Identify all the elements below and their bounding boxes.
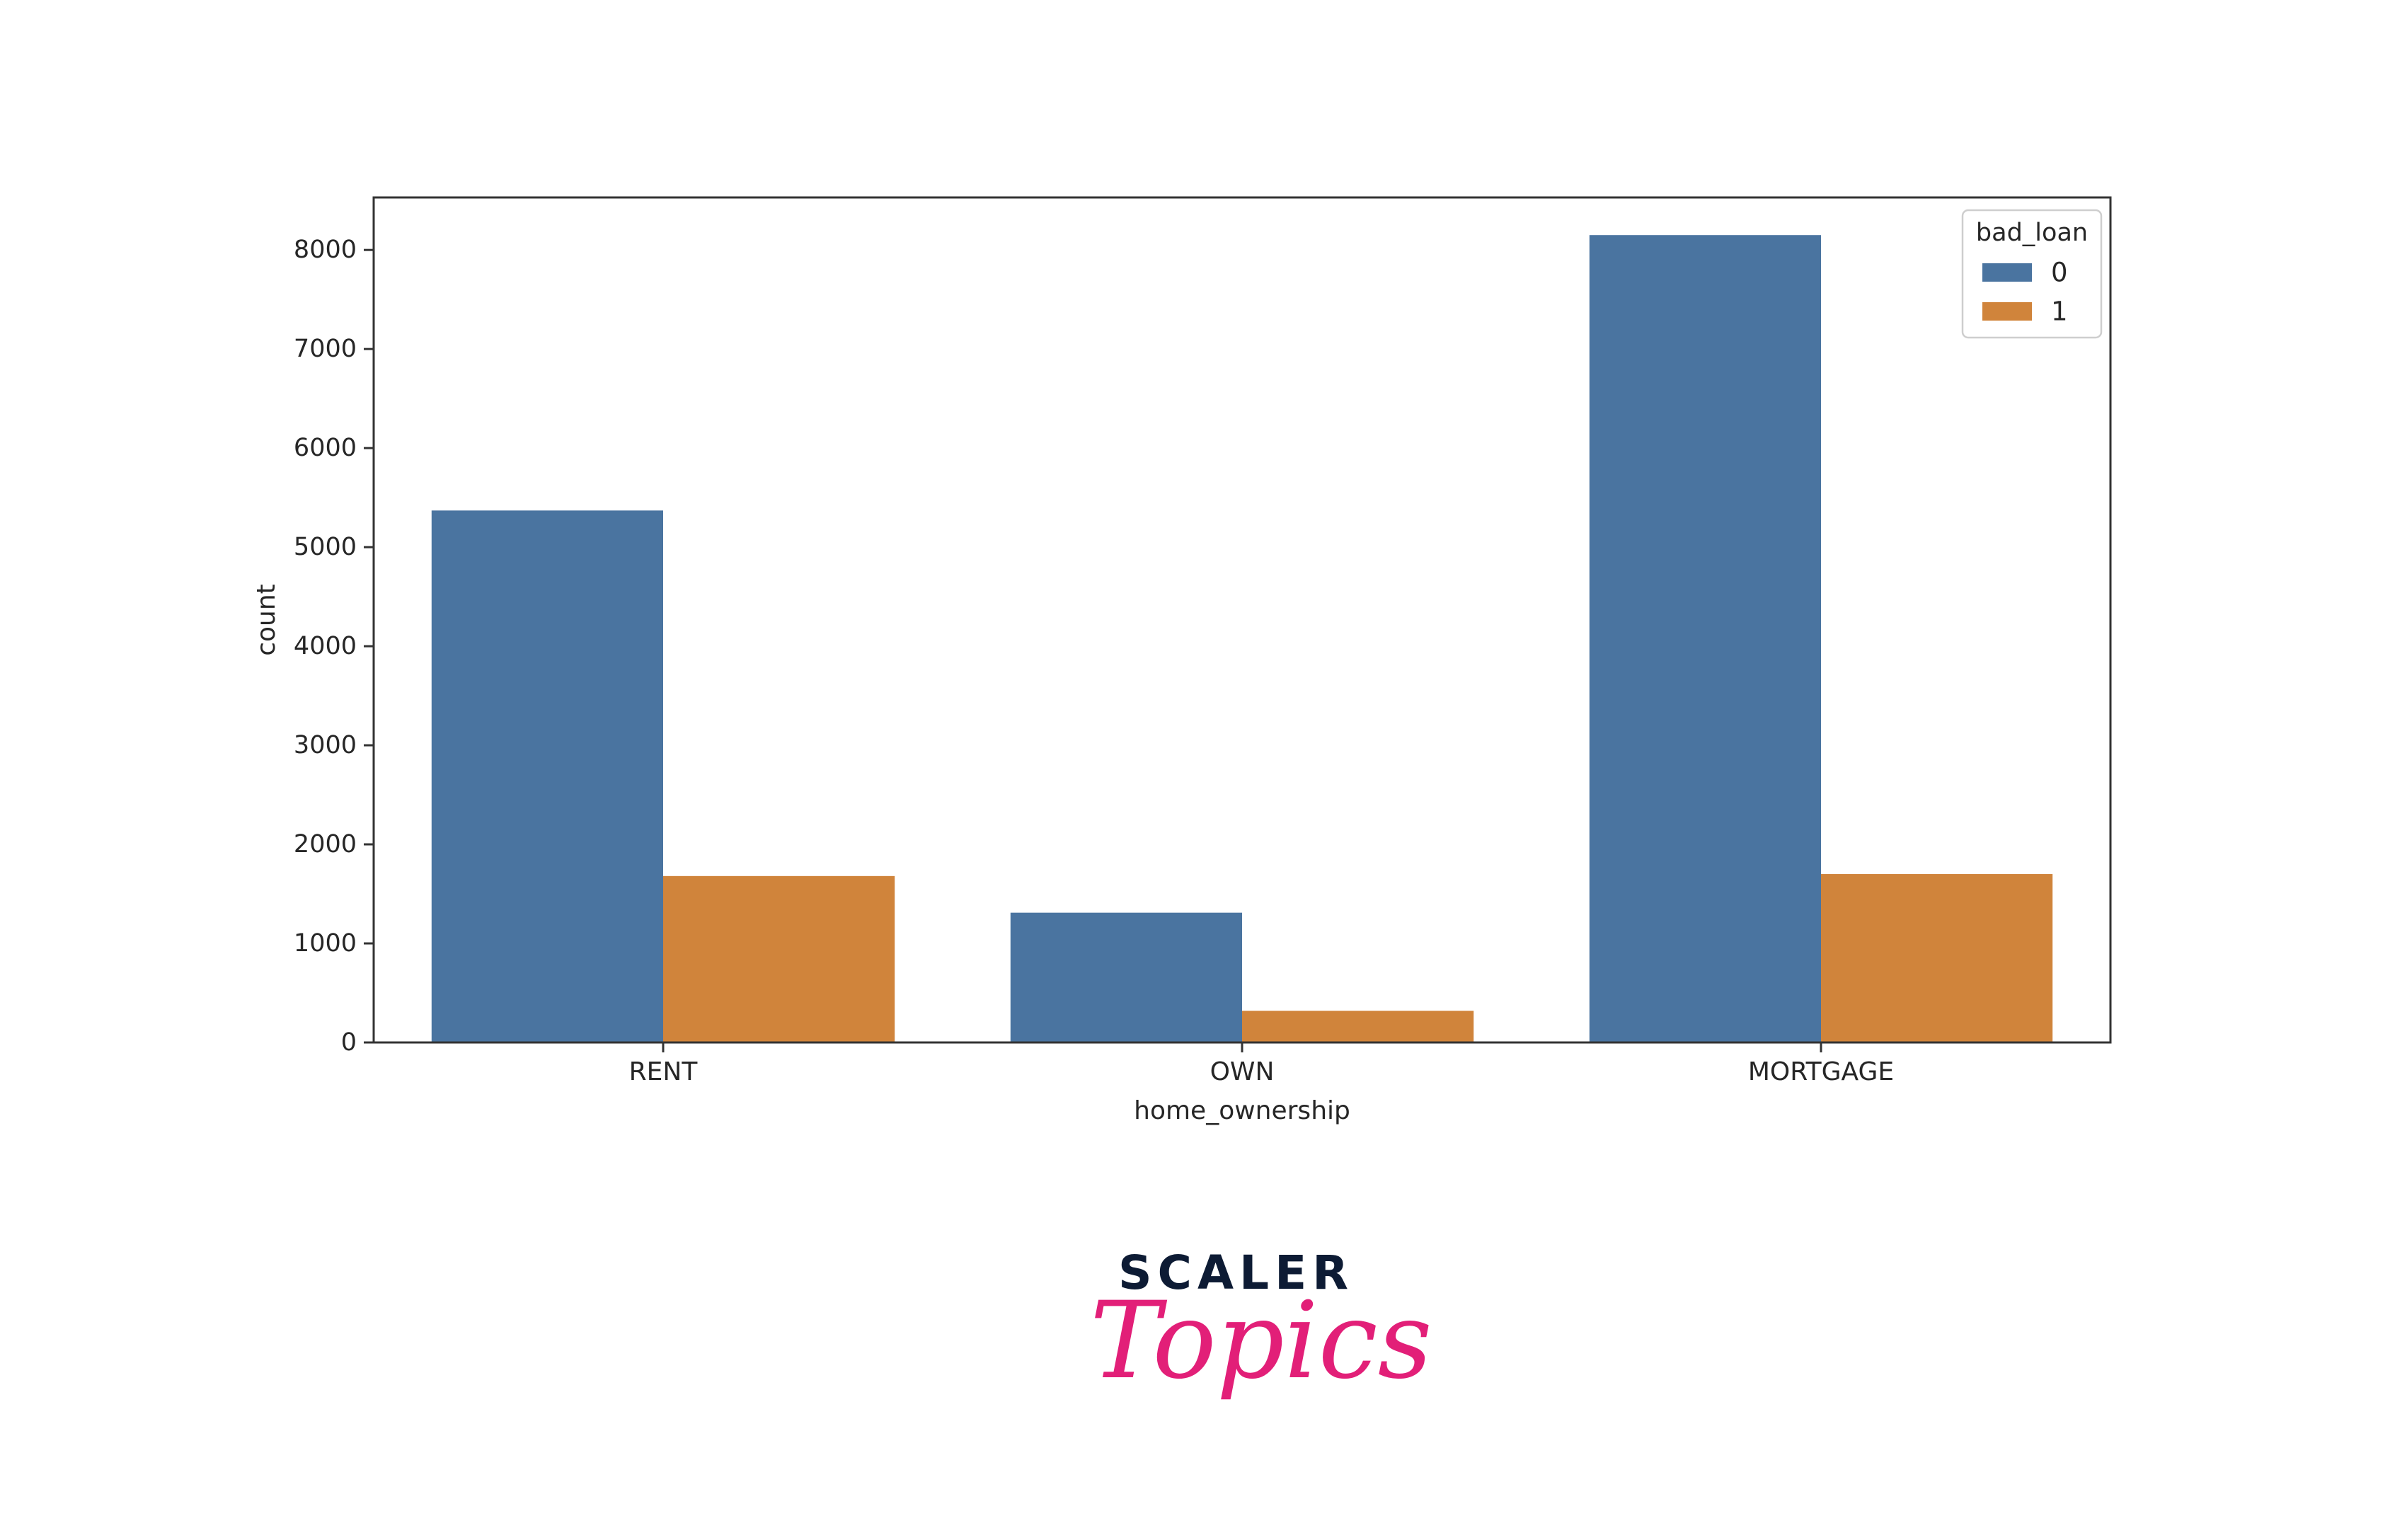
y-tick-label: 8000	[294, 236, 357, 264]
y-tick-label: 3000	[294, 731, 357, 759]
bar-rent-0	[431, 510, 663, 1042]
y-tick-label: 7000	[294, 335, 357, 363]
logo-script: Topics	[1090, 1280, 1432, 1403]
y-tick-label: 6000	[294, 434, 357, 462]
bar-rent-1	[663, 875, 895, 1042]
y-tick-label: 2000	[294, 830, 357, 858]
y-axis-label: count	[252, 584, 281, 656]
bar-own-0	[1010, 912, 1242, 1042]
y-tick-label: 1000	[294, 929, 357, 958]
y-tick-label: 5000	[294, 533, 357, 561]
x-axis-label: home_ownership	[1134, 1096, 1350, 1125]
bar-mortgage-1	[1821, 874, 2053, 1042]
legend-swatch-0	[1982, 263, 2032, 282]
scaler-topics-logo: SCALER Topics	[1090, 1246, 1432, 1437]
legend-label-0: 0	[2051, 258, 2068, 288]
x-tick-label: OWN	[1210, 1057, 1275, 1086]
y-tick-label: 0	[341, 1028, 357, 1057]
legend-title: bad_loan	[1976, 219, 2088, 247]
bar-mortgage-0	[1589, 235, 1821, 1042]
x-tick-label: RENT	[629, 1057, 699, 1086]
y-tick-label: 4000	[294, 632, 357, 660]
legend-swatch-1	[1982, 302, 2032, 321]
x-tick-label: MORTGAGE	[1748, 1057, 1894, 1086]
logo-word: SCALER	[1118, 1246, 1355, 1300]
legend-label-1: 1	[2051, 297, 2068, 327]
bar-own-1	[1242, 1011, 1474, 1042]
